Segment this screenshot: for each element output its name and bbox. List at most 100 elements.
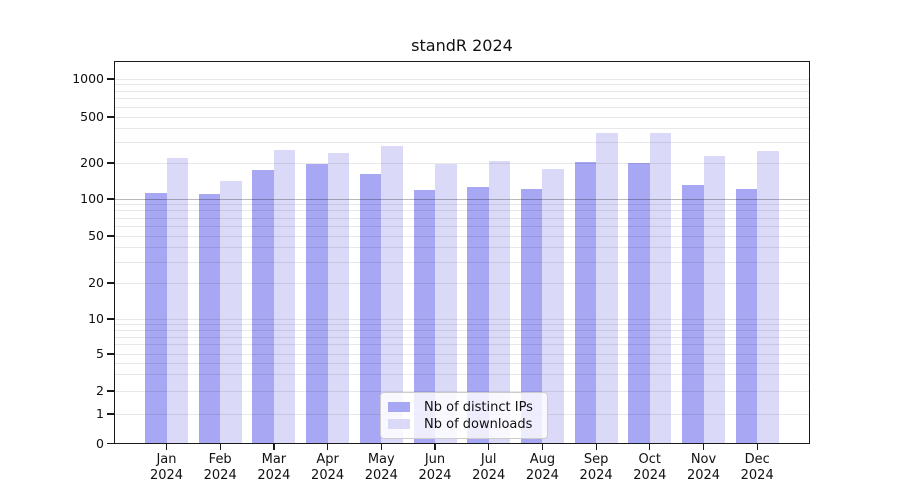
gridline-10 [114, 318, 810, 320]
y-tick-label-100: 100 [80, 191, 104, 206]
gridline-200 [114, 162, 810, 164]
gridline-400 [114, 127, 810, 129]
y-tick-10 [107, 318, 114, 320]
gridline-5 [114, 353, 810, 355]
x-tick-dec [756, 443, 758, 450]
bar-ips-nov [682, 184, 704, 444]
x-tick-label-mar: Mar 2024 [257, 452, 291, 483]
gridline-30 [114, 261, 810, 263]
bar-downloads-dec [757, 150, 779, 444]
gridline-8 [114, 329, 810, 331]
y-tick-label-200: 200 [80, 155, 104, 170]
x-tick-label-oct: Oct 2024 [633, 452, 667, 483]
bar-downloads-jul [488, 161, 511, 444]
y-tick-label-2: 2 [96, 383, 104, 398]
x-tick-oct [649, 443, 651, 450]
bar-downloads-sep [596, 132, 618, 444]
x-tick-mar [273, 443, 275, 450]
x-tick-aug [541, 443, 544, 450]
y-tick-100 [107, 198, 114, 200]
gridline-800 [114, 90, 810, 92]
bar-downloads-apr [327, 152, 350, 444]
x-tick-label-may: May 2024 [364, 452, 398, 483]
bar-downloads-aug [542, 169, 564, 444]
gridline-4 [114, 362, 810, 364]
bar-ips-feb [198, 193, 221, 444]
bar-downloads-oct [649, 133, 672, 444]
y-tick-500 [107, 116, 114, 118]
x-tick-label-apr: Apr 2024 [311, 452, 345, 483]
x-tick-label-aug: Aug 2024 [525, 452, 559, 483]
x-tick-label-sep: Sep 2024 [579, 452, 613, 483]
gridline-2 [114, 390, 810, 392]
y-tick-200 [107, 162, 114, 164]
gridline-90 [114, 204, 810, 206]
legend-swatch-distinct-ips [388, 402, 410, 412]
y-tick-label-10: 10 [88, 311, 104, 326]
x-tick-label-jun: Jun 2024 [418, 452, 452, 483]
x-tick-jul [488, 443, 490, 450]
gridline-70 [114, 217, 810, 219]
gridline-900 [114, 84, 810, 86]
legend: Nb of distinct IPs Nb of downloads [380, 392, 548, 439]
bar-ips-jul [467, 186, 489, 444]
y-tick-1000 [107, 78, 114, 80]
y-tick-1 [107, 413, 114, 415]
y-tick-50 [107, 235, 114, 237]
y-tick-label-500: 500 [80, 109, 104, 124]
bar-ips-jun [413, 189, 435, 444]
x-tick-label-dec: Dec 2024 [740, 452, 774, 483]
x-tick-may [380, 443, 382, 450]
bar-ips-may [359, 173, 382, 444]
gridline-40 [114, 246, 810, 248]
bar-ips-apr [306, 163, 328, 444]
bar-ips-jan [145, 193, 167, 444]
gridline-600 [114, 106, 810, 108]
bar-ips-mar [252, 169, 274, 444]
x-tick-feb [219, 443, 221, 450]
x-tick-jun [434, 443, 436, 450]
bar-ips-oct [628, 162, 650, 444]
x-tick-label-jul: Jul 2024 [472, 452, 506, 483]
bar-ips-aug [520, 189, 543, 444]
x-tick-label-feb: Feb 2024 [203, 452, 237, 483]
gridline-3 [114, 374, 810, 376]
y-tick-label-1: 1 [96, 406, 104, 421]
gridline-300 [114, 142, 810, 144]
gridline-100 [114, 198, 810, 200]
legend-label-downloads: Nb of downloads [424, 416, 533, 432]
y-tick-20 [107, 282, 114, 284]
x-tick-sep [595, 443, 597, 450]
x-tick-label-nov: Nov 2024 [686, 452, 721, 483]
gridline-60 [114, 225, 810, 227]
gridline-7 [114, 336, 810, 338]
x-tick-apr [327, 443, 329, 450]
legend-entry-distinct-ips: Nb of distinct IPs [388, 399, 539, 415]
legend-swatch-downloads [388, 419, 410, 429]
x-tick-nov [702, 443, 705, 450]
y-tick-5 [107, 353, 114, 355]
bar-downloads-jan [166, 157, 188, 444]
gridline-500 [114, 116, 810, 118]
y-tick-label-50: 50 [88, 228, 104, 243]
gridline-700 [114, 98, 810, 100]
chart-title: standR 2024 [411, 36, 513, 55]
legend-label-distinct-ips: Nb of distinct IPs [424, 399, 533, 415]
y-tick-label-1000: 1000 [72, 71, 104, 86]
gridline-50 [114, 235, 810, 237]
bar-downloads-mar [273, 149, 296, 444]
bar-ips-sep [574, 161, 597, 444]
gridline-9 [114, 323, 810, 325]
y-tick-label-5: 5 [96, 346, 104, 361]
gridline-1000 [114, 78, 810, 80]
bar-ips-dec [735, 189, 758, 444]
x-tick-label-jan: Jan 2024 [149, 452, 184, 483]
legend-entry-downloads: Nb of downloads [388, 416, 539, 432]
y-tick-2 [107, 390, 114, 392]
bar-downloads-nov [703, 155, 725, 444]
x-tick-jan [165, 443, 168, 450]
gridline-80 [114, 210, 810, 212]
y-tick-label-0: 0 [96, 435, 104, 451]
y-tick-0 [107, 442, 114, 445]
